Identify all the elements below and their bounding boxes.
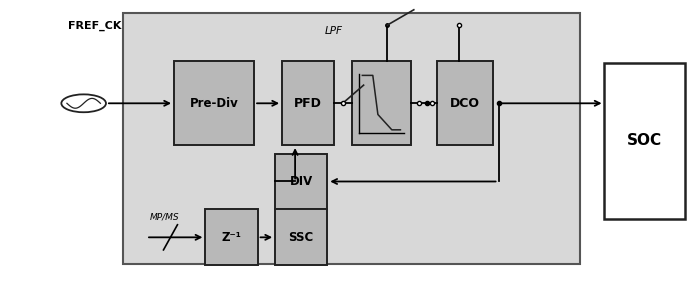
FancyBboxPatch shape (605, 63, 685, 219)
FancyBboxPatch shape (351, 61, 411, 145)
FancyBboxPatch shape (205, 210, 258, 265)
FancyBboxPatch shape (174, 61, 254, 145)
Text: FREF_CK: FREF_CK (68, 21, 121, 31)
Text: LPF: LPF (325, 26, 343, 36)
Text: DIV: DIV (290, 175, 313, 188)
FancyBboxPatch shape (282, 61, 335, 145)
FancyBboxPatch shape (275, 210, 328, 265)
Text: DCO: DCO (450, 97, 480, 110)
Text: PFD: PFD (294, 97, 322, 110)
FancyBboxPatch shape (123, 13, 580, 264)
Text: MP/MS: MP/MS (150, 213, 179, 222)
FancyBboxPatch shape (438, 61, 493, 145)
FancyBboxPatch shape (275, 154, 328, 210)
Text: SOC: SOC (627, 133, 662, 149)
Text: SSC: SSC (288, 231, 314, 244)
Text: Pre-Div: Pre-Div (190, 97, 239, 110)
Text: Z⁻¹: Z⁻¹ (221, 231, 241, 244)
